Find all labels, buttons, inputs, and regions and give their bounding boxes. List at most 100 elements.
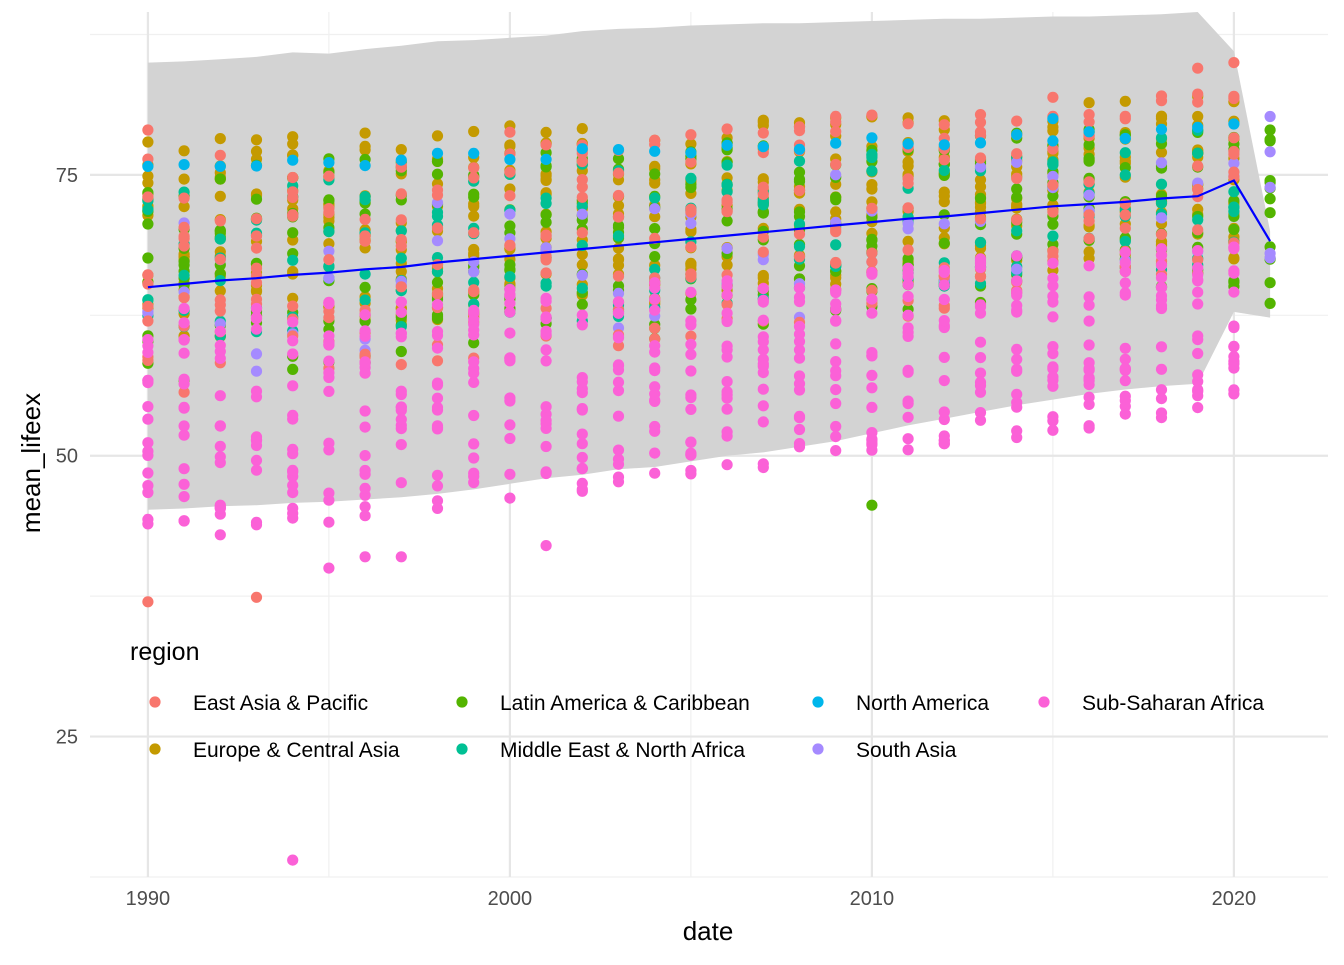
data-point	[250, 242, 263, 254]
data-point	[323, 296, 335, 308]
data-point	[685, 286, 697, 298]
data-point	[214, 502, 226, 514]
data-point	[1083, 109, 1095, 121]
data-point	[1155, 157, 1168, 169]
data-point	[830, 298, 842, 310]
data-point	[685, 147, 697, 159]
data-point	[974, 126, 987, 138]
data-point	[576, 428, 588, 440]
data-point	[431, 235, 444, 247]
data-point	[1047, 135, 1059, 147]
data-point	[431, 502, 444, 514]
data-point	[685, 303, 697, 315]
data-point	[902, 398, 914, 410]
data-point	[1083, 126, 1095, 138]
data-point	[1011, 172, 1023, 184]
data-point	[866, 165, 878, 177]
data-point	[1011, 388, 1023, 400]
data-point	[142, 449, 154, 461]
data-point	[468, 227, 480, 239]
data-point	[576, 451, 588, 464]
data-point	[974, 236, 987, 249]
data-point	[540, 229, 552, 241]
data-point	[1119, 400, 1131, 412]
data-point	[938, 315, 950, 327]
data-point	[685, 181, 697, 194]
data-point	[540, 267, 552, 279]
data-point	[142, 177, 154, 189]
data-point	[468, 367, 480, 379]
data-point	[1011, 156, 1023, 168]
data-point	[974, 299, 987, 311]
data-point	[214, 440, 226, 452]
data-point	[974, 116, 987, 128]
data-point	[649, 293, 661, 305]
data-point	[250, 519, 263, 531]
data-point	[612, 189, 625, 202]
data-point	[142, 354, 154, 366]
data-point	[468, 409, 480, 422]
data-point	[576, 376, 588, 388]
data-point	[142, 191, 154, 203]
data-point	[1083, 299, 1095, 311]
data-point	[142, 136, 154, 148]
data-point	[214, 285, 226, 297]
data-point	[431, 355, 444, 367]
data-point	[576, 155, 588, 168]
data-point	[902, 330, 914, 342]
data-point	[468, 162, 480, 174]
data-point	[649, 425, 661, 437]
data-point	[142, 269, 154, 281]
data-point	[1155, 123, 1168, 135]
data-point	[576, 259, 588, 271]
data-point	[214, 190, 226, 202]
data-point	[866, 109, 878, 121]
data-point	[1228, 320, 1240, 332]
data-point	[685, 403, 697, 415]
data-point	[395, 265, 407, 278]
data-point	[793, 384, 806, 396]
x-tick-label: 2000	[488, 888, 533, 910]
data-point	[576, 208, 588, 220]
data-point	[830, 397, 842, 410]
data-point	[685, 330, 697, 342]
data-point	[649, 263, 661, 275]
data-point	[395, 477, 407, 489]
data-point	[214, 149, 226, 161]
legend-label: East Asia & Pacific	[193, 692, 368, 715]
data-point	[1011, 401, 1023, 413]
data-point	[612, 144, 625, 156]
data-point	[431, 259, 444, 271]
data-point	[1011, 425, 1023, 437]
data-point	[576, 191, 588, 203]
data-point	[938, 293, 950, 306]
data-point	[685, 268, 697, 280]
data-point	[287, 448, 299, 460]
data-point	[1264, 133, 1276, 146]
data-point	[1228, 341, 1240, 353]
data-point	[1083, 291, 1095, 303]
data-point	[214, 305, 226, 317]
data-point	[1192, 369, 1204, 381]
data-point	[504, 126, 516, 138]
data-point	[974, 271, 987, 283]
data-point	[468, 356, 480, 368]
data-point	[1083, 176, 1095, 188]
data-point	[359, 268, 371, 280]
data-point	[395, 281, 407, 293]
data-point	[576, 200, 588, 212]
data-point	[287, 254, 299, 266]
data-point	[974, 352, 987, 364]
data-point	[504, 240, 516, 252]
data-point	[685, 338, 697, 350]
data-point	[1155, 282, 1168, 294]
data-point	[793, 218, 806, 230]
data-point	[504, 327, 516, 339]
data-point	[468, 376, 480, 388]
data-point	[974, 336, 987, 348]
data-point	[1155, 146, 1168, 158]
data-point	[1192, 385, 1204, 398]
data-point	[178, 292, 190, 304]
data-point	[793, 320, 806, 333]
data-point	[974, 161, 987, 173]
